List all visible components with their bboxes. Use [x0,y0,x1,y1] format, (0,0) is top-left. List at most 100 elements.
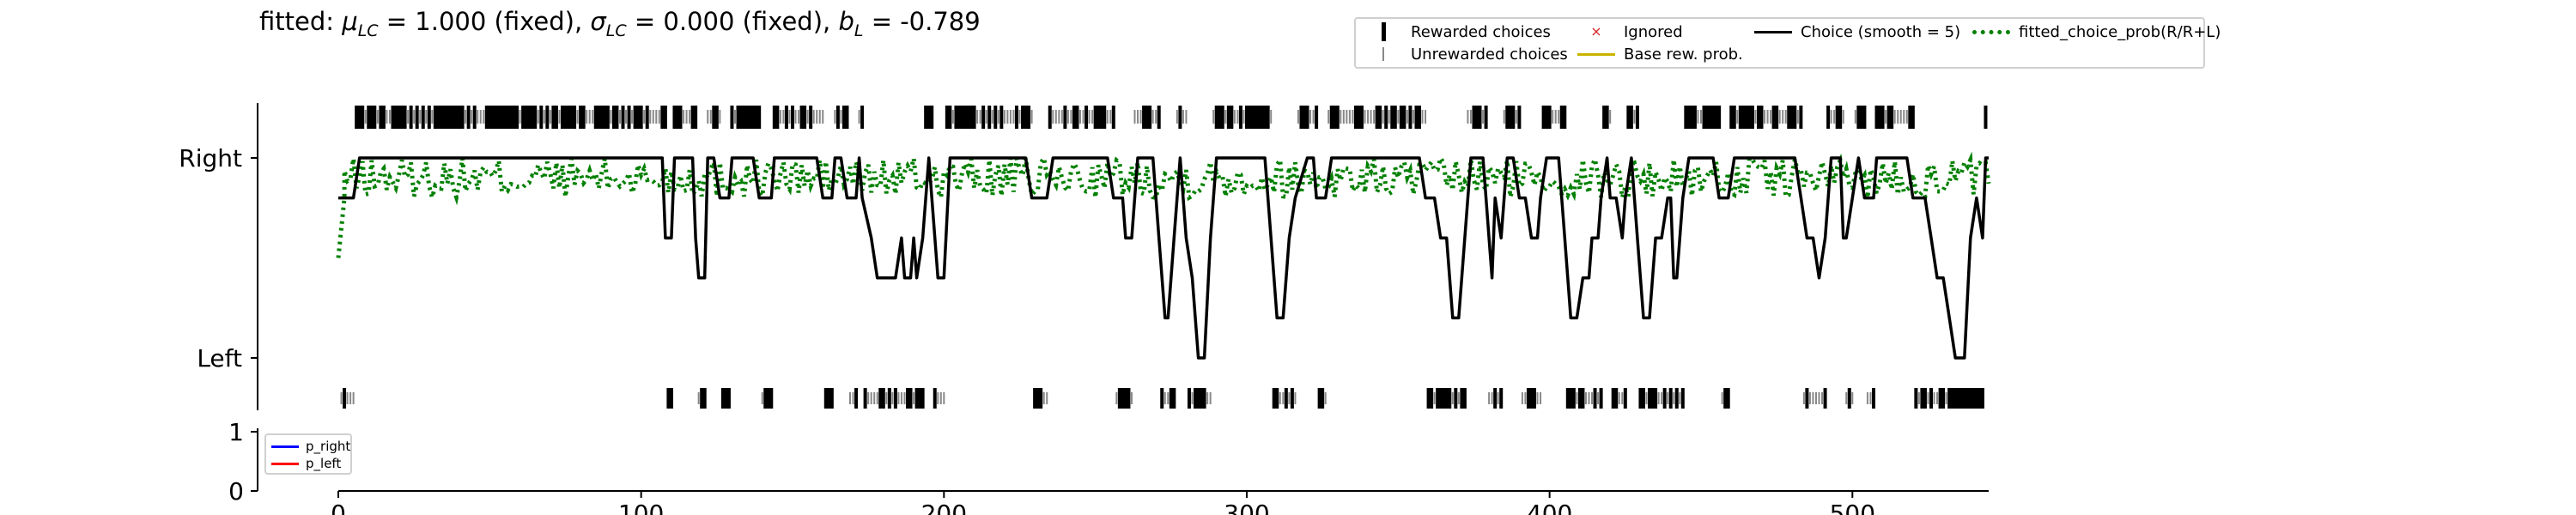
right-choice-tick [1111,106,1115,129]
right-choice-tick [488,106,492,129]
left-choice-tick [913,392,915,404]
right-choice-tick [610,110,612,124]
right-choice-tick [660,106,665,129]
right-choice-tick [1382,110,1384,124]
right-choice-tick [618,110,621,124]
right-choice-tick [733,110,736,124]
right-choice-tick [537,110,539,124]
right-choice-tick [1224,110,1227,124]
left-choice-tick [1611,388,1615,409]
legend-unrewarded: Unrewarded choices [1364,45,1568,64]
right-choice-tick [1226,106,1230,129]
left-choice-tick [1956,388,1960,409]
right-choice-tick [419,110,422,124]
left-choice-tick [1115,392,1118,404]
left-choice-tick [1978,388,1982,409]
right-choice-tick [1899,110,1902,124]
left-choice-tick [1191,392,1194,404]
right-choice-tick [433,106,437,129]
right-choice-tick [1686,106,1691,129]
left-choice-tick [1200,388,1204,409]
right-choice-tick [689,110,691,124]
left-choice-tick [1947,388,1952,409]
left-choice-tick [1673,392,1675,404]
right-choice-tick [1218,106,1222,129]
right-choice-tick [1699,110,1702,124]
left-choice-tick [1618,392,1620,404]
left-choice-tick [1866,392,1868,404]
left-choice-tick [1033,388,1037,409]
left-choice-tick [1127,388,1131,409]
right-choice-tick [927,106,931,129]
right-choice-tick [860,106,865,129]
right-choice-tick [809,106,813,129]
right-choice-tick [1482,110,1485,124]
left-choice-tick [943,392,945,404]
right-choice-tick [1563,106,1567,129]
right-choice-tick [490,106,495,129]
left-choice-tick [761,392,763,404]
right-choice-tick [379,106,383,129]
left-choice-tick [1430,388,1434,409]
right-choice-tick [719,110,721,124]
left-choice-tick [1317,388,1321,409]
right-choice-tick [436,106,440,129]
right-choice-tick [361,106,365,129]
right-choice-tick [1260,106,1264,129]
right-choice-tick [1903,110,1905,124]
right-choice-tick [1242,110,1245,124]
right-choice-tick [355,106,359,129]
right-choice-tick [465,110,467,124]
right-choice-tick [1021,106,1025,129]
left-choice-tick [1169,388,1173,409]
right-choice-tick [605,106,610,129]
right-choice-tick [1305,106,1309,129]
right-choice-tick [1484,106,1488,129]
right-choice-tick [1766,110,1769,124]
left-choice-tick [1123,388,1127,409]
right-choice-tick [1063,106,1067,129]
right-choice-tick [1370,110,1372,124]
left-choice-tick [854,388,859,409]
right-choice-tick [1257,106,1261,129]
left-choice-tick [1167,392,1170,404]
right-choice-tick [388,110,391,124]
right-choice-tick [1072,106,1076,129]
right-choice-tick [1842,110,1844,124]
right-choice-tick [1393,106,1397,129]
right-choice-tick [663,106,667,129]
left-choice-tick [1648,388,1652,409]
right-choice-tick [1315,106,1319,129]
right-choice-tick [1329,106,1334,129]
right-choice-tick [1312,110,1315,124]
right-choice-tick [543,110,545,124]
left-choice-tick [1674,388,1679,409]
right-choice-tick [460,106,465,129]
prob-axes: 100 100 200 300 400 500 [228,418,1989,515]
left-choice-tick [1499,388,1504,409]
left-choice-tick [1971,388,1976,409]
legend-ignored: × Ignored [1590,22,1683,41]
left-choice-tick [1571,388,1576,409]
right-choice-tick [1890,106,1894,129]
right-choice-tick [1018,110,1021,124]
right-choice-tick [1508,106,1512,129]
left-choice-tick [1845,392,1848,404]
right-choice-tick [1070,110,1072,124]
x-tick-label: 500 [1830,500,1875,515]
right-choice-tick [1425,110,1427,124]
left-choice-tick [1641,388,1645,409]
right-choice-tick [1139,110,1142,124]
left-choice-tick [1726,388,1730,409]
right-choice-tick [1515,110,1517,124]
right-choice-tick [1052,110,1054,124]
right-choice-tick [502,106,507,129]
right-choice-tick [803,106,807,129]
right-choice-tick [1185,110,1188,124]
right-choice-tick [972,106,976,129]
right-choice-tick [586,110,588,124]
right-choice-tick [782,110,785,124]
left-choice-tick [1914,388,1918,409]
right-choice-tick [1554,110,1557,124]
right-choice-tick [1088,110,1091,124]
